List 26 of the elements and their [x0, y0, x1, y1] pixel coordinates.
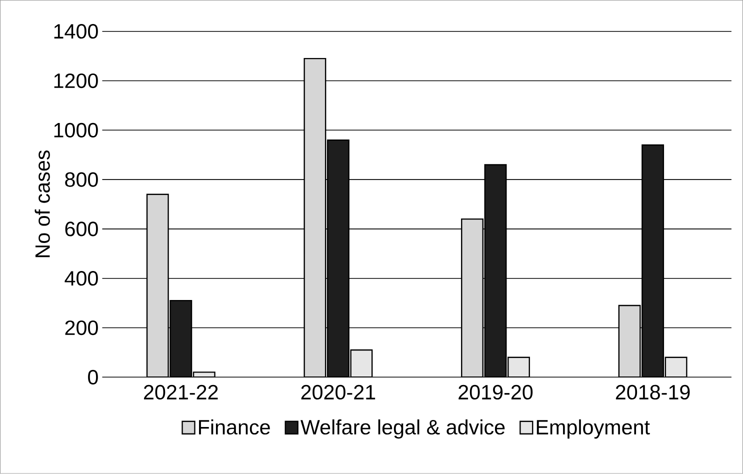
y-tick-label: 1000: [54, 122, 98, 138]
y-tick-label: 200: [65, 320, 98, 336]
bar: [350, 350, 373, 378]
x-tick-label: 2019-20: [458, 385, 533, 400]
bar: [618, 305, 641, 378]
y-tick-label: 1400: [54, 24, 98, 39]
x-tick-label: 2021-22: [144, 385, 218, 400]
bar: [170, 300, 192, 378]
bar: [508, 356, 530, 378]
x-tick-label: 2020-21: [301, 385, 376, 400]
legend-label: Welfare legal & advice: [300, 420, 505, 439]
bar: [484, 164, 507, 378]
x-tick-label: 2018-19: [616, 385, 690, 400]
y-tick-label: 800: [65, 172, 98, 188]
y-axis-title: No of cases: [34, 150, 50, 258]
bar: [461, 218, 484, 378]
legend-label: Finance: [199, 420, 270, 435]
legend-label: Employment: [536, 420, 650, 439]
y-tick-label: 0: [88, 370, 98, 385]
y-tick-label: 600: [65, 222, 98, 236]
y-tick-label: 1200: [54, 74, 98, 88]
bar: [304, 58, 326, 378]
y-tick-label: 400: [64, 271, 98, 286]
bar: [642, 144, 664, 378]
bar: [326, 140, 350, 378]
bar: [146, 194, 169, 378]
